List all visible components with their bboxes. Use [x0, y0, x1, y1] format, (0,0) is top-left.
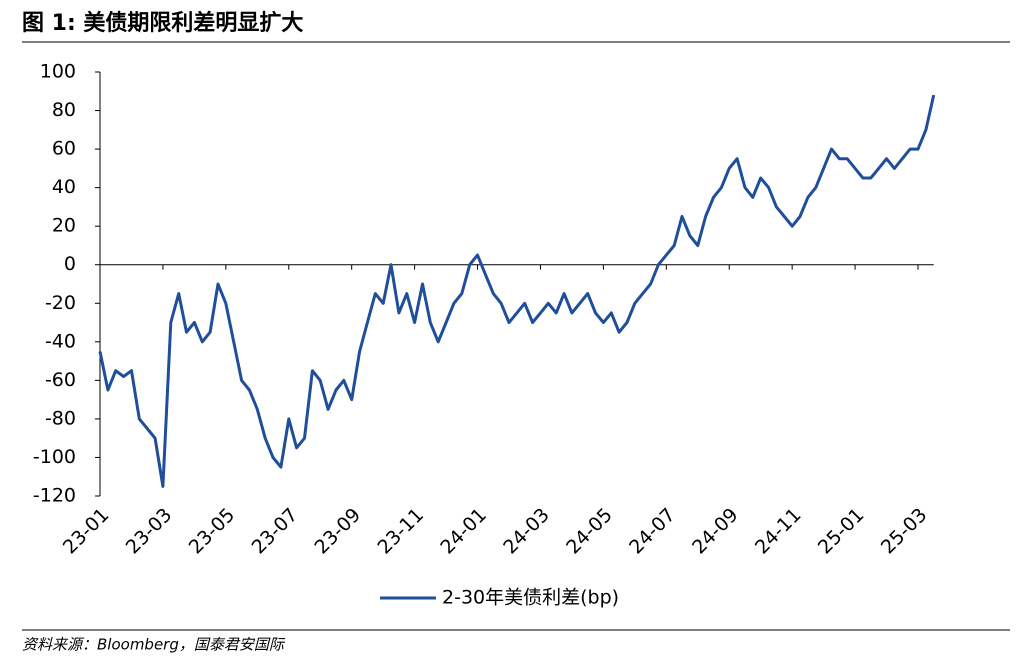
y-tick-label: 0: [64, 253, 76, 275]
x-tick-label: 23-05: [185, 504, 240, 559]
y-tick-label: -80: [45, 407, 76, 429]
y-tick-label: -60: [45, 369, 76, 391]
source: 资料来源：Bloomberg，国泰君安国际: [22, 636, 286, 654]
y-tick-label: 40: [52, 176, 76, 198]
series-line: [98, 94, 936, 488]
x-tick-label: 23-01: [59, 504, 114, 559]
x-tick-label: 24-07: [625, 504, 680, 559]
y-tick-label: 80: [52, 99, 76, 121]
x-tick-label: 25-03: [877, 504, 932, 559]
x-tick-label: 24-01: [436, 504, 491, 559]
x-tick-label: 24-11: [751, 504, 806, 559]
x-tick-label: 24-03: [499, 504, 554, 559]
x-tick-label: 23-09: [311, 504, 366, 559]
x-tick-label: 23-07: [248, 504, 303, 559]
x-tick-label: 25-01: [814, 504, 869, 559]
legend-label: 2-30年美债利差(bp): [442, 587, 619, 609]
x-tick-label: 24-09: [688, 504, 743, 559]
y-tick-label: -100: [33, 446, 76, 468]
y-tick-label: 100: [40, 61, 76, 83]
y-tick-label: 20: [52, 215, 76, 237]
y-tick-label: -20: [45, 292, 76, 314]
chart-title: 图 1: 美债期限利差明显扩大: [22, 10, 303, 36]
y-tick-label: -120: [33, 485, 76, 507]
y-tick-label: -40: [45, 330, 76, 352]
y-tick-label: 60: [52, 138, 76, 160]
x-tick-label: 23-03: [122, 504, 177, 559]
x-tick-label: 24-05: [562, 504, 617, 559]
x-tick-label: 23-11: [373, 504, 428, 559]
